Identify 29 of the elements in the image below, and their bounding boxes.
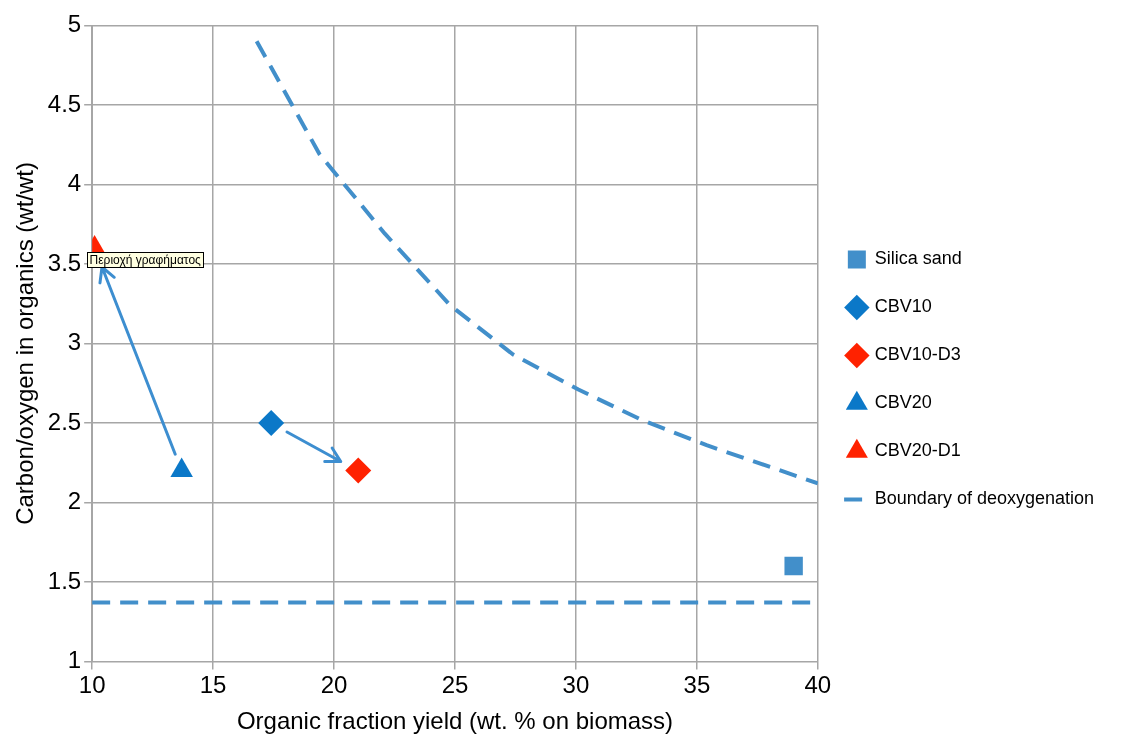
y-tick-label: 5 bbox=[67, 10, 82, 38]
x-tick-label: 30 bbox=[562, 671, 590, 699]
point bbox=[784, 556, 803, 576]
legend-label: CBV20 bbox=[874, 392, 932, 413]
x-axis-title: Organic fraction yield (wt. % on biomass) bbox=[236, 707, 674, 735]
y-tick-label: 4 bbox=[67, 169, 82, 197]
y-tick-label: 1 bbox=[67, 646, 82, 674]
x-tick-label: 15 bbox=[199, 671, 227, 699]
legend-label: CBV20-D1 bbox=[874, 440, 961, 461]
y-tick-label: 3 bbox=[67, 328, 82, 356]
y-tick-label: 1.5 bbox=[47, 566, 82, 594]
x-tick-label: 25 bbox=[441, 671, 469, 699]
y-tick-label: 4.5 bbox=[47, 89, 82, 117]
y-tick-label: 3.5 bbox=[47, 248, 82, 276]
x-tick-label: 40 bbox=[804, 671, 832, 699]
point bbox=[258, 409, 285, 436]
legend-label: CBV10 bbox=[874, 296, 932, 317]
legend-label: Silica sand bbox=[874, 248, 962, 269]
point bbox=[345, 457, 372, 484]
legend-label: Boundary of deoxygenation bbox=[874, 488, 1095, 509]
x-tick-label: 10 bbox=[78, 671, 106, 699]
x-tick-label: 20 bbox=[320, 671, 348, 699]
y-tick-label: 2.5 bbox=[47, 407, 82, 435]
line-series bbox=[254, 39, 818, 486]
annotation: Περιοχή γραφήματος bbox=[86, 252, 204, 268]
y-tick-label: 2 bbox=[67, 487, 82, 515]
legend-label: CBV10-D3 bbox=[874, 344, 961, 365]
y-axis-title: Carbon/oxygen in organics (wt/wt) bbox=[11, 161, 39, 525]
x-tick-label: 35 bbox=[683, 671, 711, 699]
